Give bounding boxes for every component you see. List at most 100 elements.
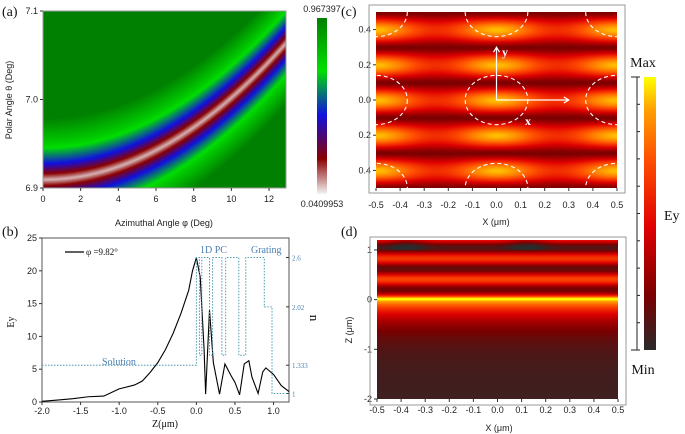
- panel-label-c: (c): [341, 5, 357, 20]
- c-xtick-label: 0.1: [514, 200, 527, 210]
- d-xtick-label: 0.5: [612, 405, 625, 415]
- c-ytick-label: 0.2: [358, 60, 371, 70]
- panel-d-heatmap: [377, 240, 618, 399]
- ey-colorbar-max: Max: [630, 56, 656, 71]
- d-ytick-label: 0: [367, 295, 372, 305]
- b-xtick-label: -1.0: [111, 406, 127, 416]
- d-ylabel: Z (μm): [344, 317, 354, 344]
- c-xtick-label: 0.5: [611, 200, 624, 210]
- d-plot-frame: [377, 240, 618, 399]
- a-xtick-label: 4: [116, 194, 121, 204]
- c-circle-outline: [585, 12, 617, 38]
- b-xtick-label: 1.0: [267, 406, 280, 416]
- d-xtick-label: 0.2: [539, 405, 552, 415]
- d-xlabel: X (μm): [485, 423, 512, 433]
- b-ytick-label: 25: [27, 233, 37, 243]
- d-xtick-label: -0.3: [417, 405, 433, 415]
- a-xtick-label: 10: [226, 194, 236, 204]
- b-xtick-label: 0.5: [229, 406, 242, 416]
- c-xtick-label: 0.0: [490, 200, 503, 210]
- c-arrow-y-label: y: [502, 45, 508, 59]
- a-xtick-label: 8: [191, 194, 196, 204]
- c-ytick-label: 0.0: [358, 95, 371, 105]
- d-ytick-label: -2: [364, 394, 372, 404]
- c-xtick-label: 0.3: [563, 200, 576, 210]
- c-circle-outline: [376, 12, 408, 38]
- a-xtick-label: 12: [264, 194, 274, 204]
- b-y2tick-label: 2.02: [292, 304, 305, 312]
- d-xtick-label: 0.3: [564, 405, 577, 415]
- d-xtick-label: 0.1: [515, 405, 528, 415]
- ey-colorbar-min: Min: [631, 363, 654, 378]
- c-xtick-label: -0.5: [368, 200, 384, 210]
- panel-label-a: (a): [2, 5, 18, 20]
- c-xlabel: X (μm): [482, 217, 509, 227]
- b-xlabel: Z(μm): [152, 419, 178, 430]
- b-n-profile: [42, 257, 289, 395]
- b-ey-line: [41, 257, 290, 402]
- b-ylabel: Ey: [6, 316, 17, 327]
- b-y2label: n: [307, 315, 322, 322]
- c-overlay: [376, 12, 617, 188]
- b-ytick-label: 0: [32, 397, 37, 407]
- c-circle-outline: [376, 74, 408, 126]
- d-frame: [369, 236, 627, 406]
- panel-label-d: (d): [341, 225, 358, 240]
- d-xtick-label: -0.1: [466, 405, 482, 415]
- d-ytick-label: -1: [364, 344, 372, 354]
- a-xtick-label: 2: [78, 194, 83, 204]
- b-y2tick-label: 2.6: [292, 255, 301, 263]
- c-xtick-label: -0.1: [465, 200, 481, 210]
- ey-colorbar-label: Ey: [664, 209, 680, 224]
- d-xtick-label: 0.4: [588, 405, 601, 415]
- c-xtick-label: -0.2: [441, 200, 457, 210]
- b-annotation-1dpc: 1D PC: [200, 245, 227, 256]
- b-xtick-label: -2.0: [34, 406, 50, 416]
- c-xtick-label: 0.2: [538, 200, 551, 210]
- d-xtick-label: -0.4: [393, 405, 409, 415]
- a-colorbar: [317, 18, 327, 194]
- c-ytick-label: 0.4: [358, 25, 371, 35]
- c-xtick-label: 0.4: [587, 200, 600, 210]
- a-ytick-label: 6.9: [25, 183, 38, 193]
- d-ytick-label: 1: [367, 245, 372, 255]
- b-ytick-label: 10: [27, 331, 37, 341]
- c-circle-outline: [585, 74, 617, 126]
- d-xtick-label: -0.2: [442, 405, 458, 415]
- a-ylabel: Polar Angle θ (Deg): [4, 61, 14, 140]
- c-circle-outline: [464, 12, 529, 38]
- panel-a-heatmap: [43, 11, 286, 188]
- b-xtick-label: -0.5: [150, 406, 166, 416]
- c-ytick-label: 0.2: [358, 130, 371, 140]
- c-xtick-label: -0.3: [416, 200, 432, 210]
- d-xtick-label: 0.0: [491, 405, 504, 415]
- a-ytick-label: 7.0: [25, 95, 38, 105]
- b-xtick-label: -1.5: [73, 406, 89, 416]
- c-arrow-y: [492, 46, 501, 100]
- a-colorbar-min: 0.0409953: [301, 199, 344, 209]
- b-xtick-label: 0.0: [190, 406, 203, 416]
- b-ytick-label: 15: [27, 299, 37, 309]
- b-y2tick-label: 1.333: [292, 362, 308, 370]
- b-plot-frame: [41, 237, 290, 403]
- b-ytick-label: 5: [32, 364, 37, 374]
- a-ytick-label: 7.1: [25, 6, 38, 16]
- a-xtick-label: 6: [154, 194, 159, 204]
- c-frame: [368, 4, 626, 194]
- b-ytick-label: 20: [27, 266, 37, 276]
- ey-colorbar-bracket: [631, 76, 638, 351]
- c-ytick-label: 0.4: [358, 165, 371, 175]
- a-xlabel: Azimuthal Angle φ (Deg): [115, 218, 213, 228]
- c-arrow-x: [496, 96, 570, 104]
- b-y2tick-label: 1: [292, 391, 296, 399]
- a-xtick-label: 0: [40, 194, 45, 204]
- b-annotation-grating: Grating: [251, 245, 282, 256]
- c-arrow-x-label: x: [525, 114, 531, 128]
- c-xtick-label: -0.4: [392, 200, 408, 210]
- b-annotation-solution: Solution: [102, 357, 136, 368]
- ey-colorbar: [644, 77, 656, 350]
- b-legend-label: φ =9.82°: [86, 247, 118, 257]
- d-xtick-label: -0.5: [369, 405, 385, 415]
